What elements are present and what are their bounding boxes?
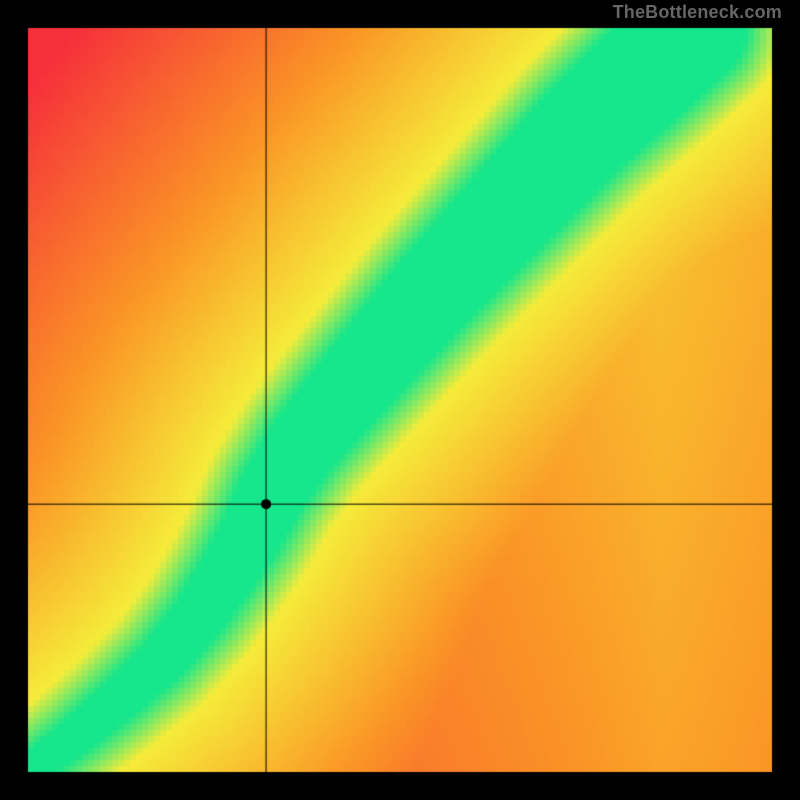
heatmap-canvas bbox=[0, 0, 800, 800]
chart-container: TheBottleneck.com bbox=[0, 0, 800, 800]
watermark-label: TheBottleneck.com bbox=[613, 2, 782, 23]
